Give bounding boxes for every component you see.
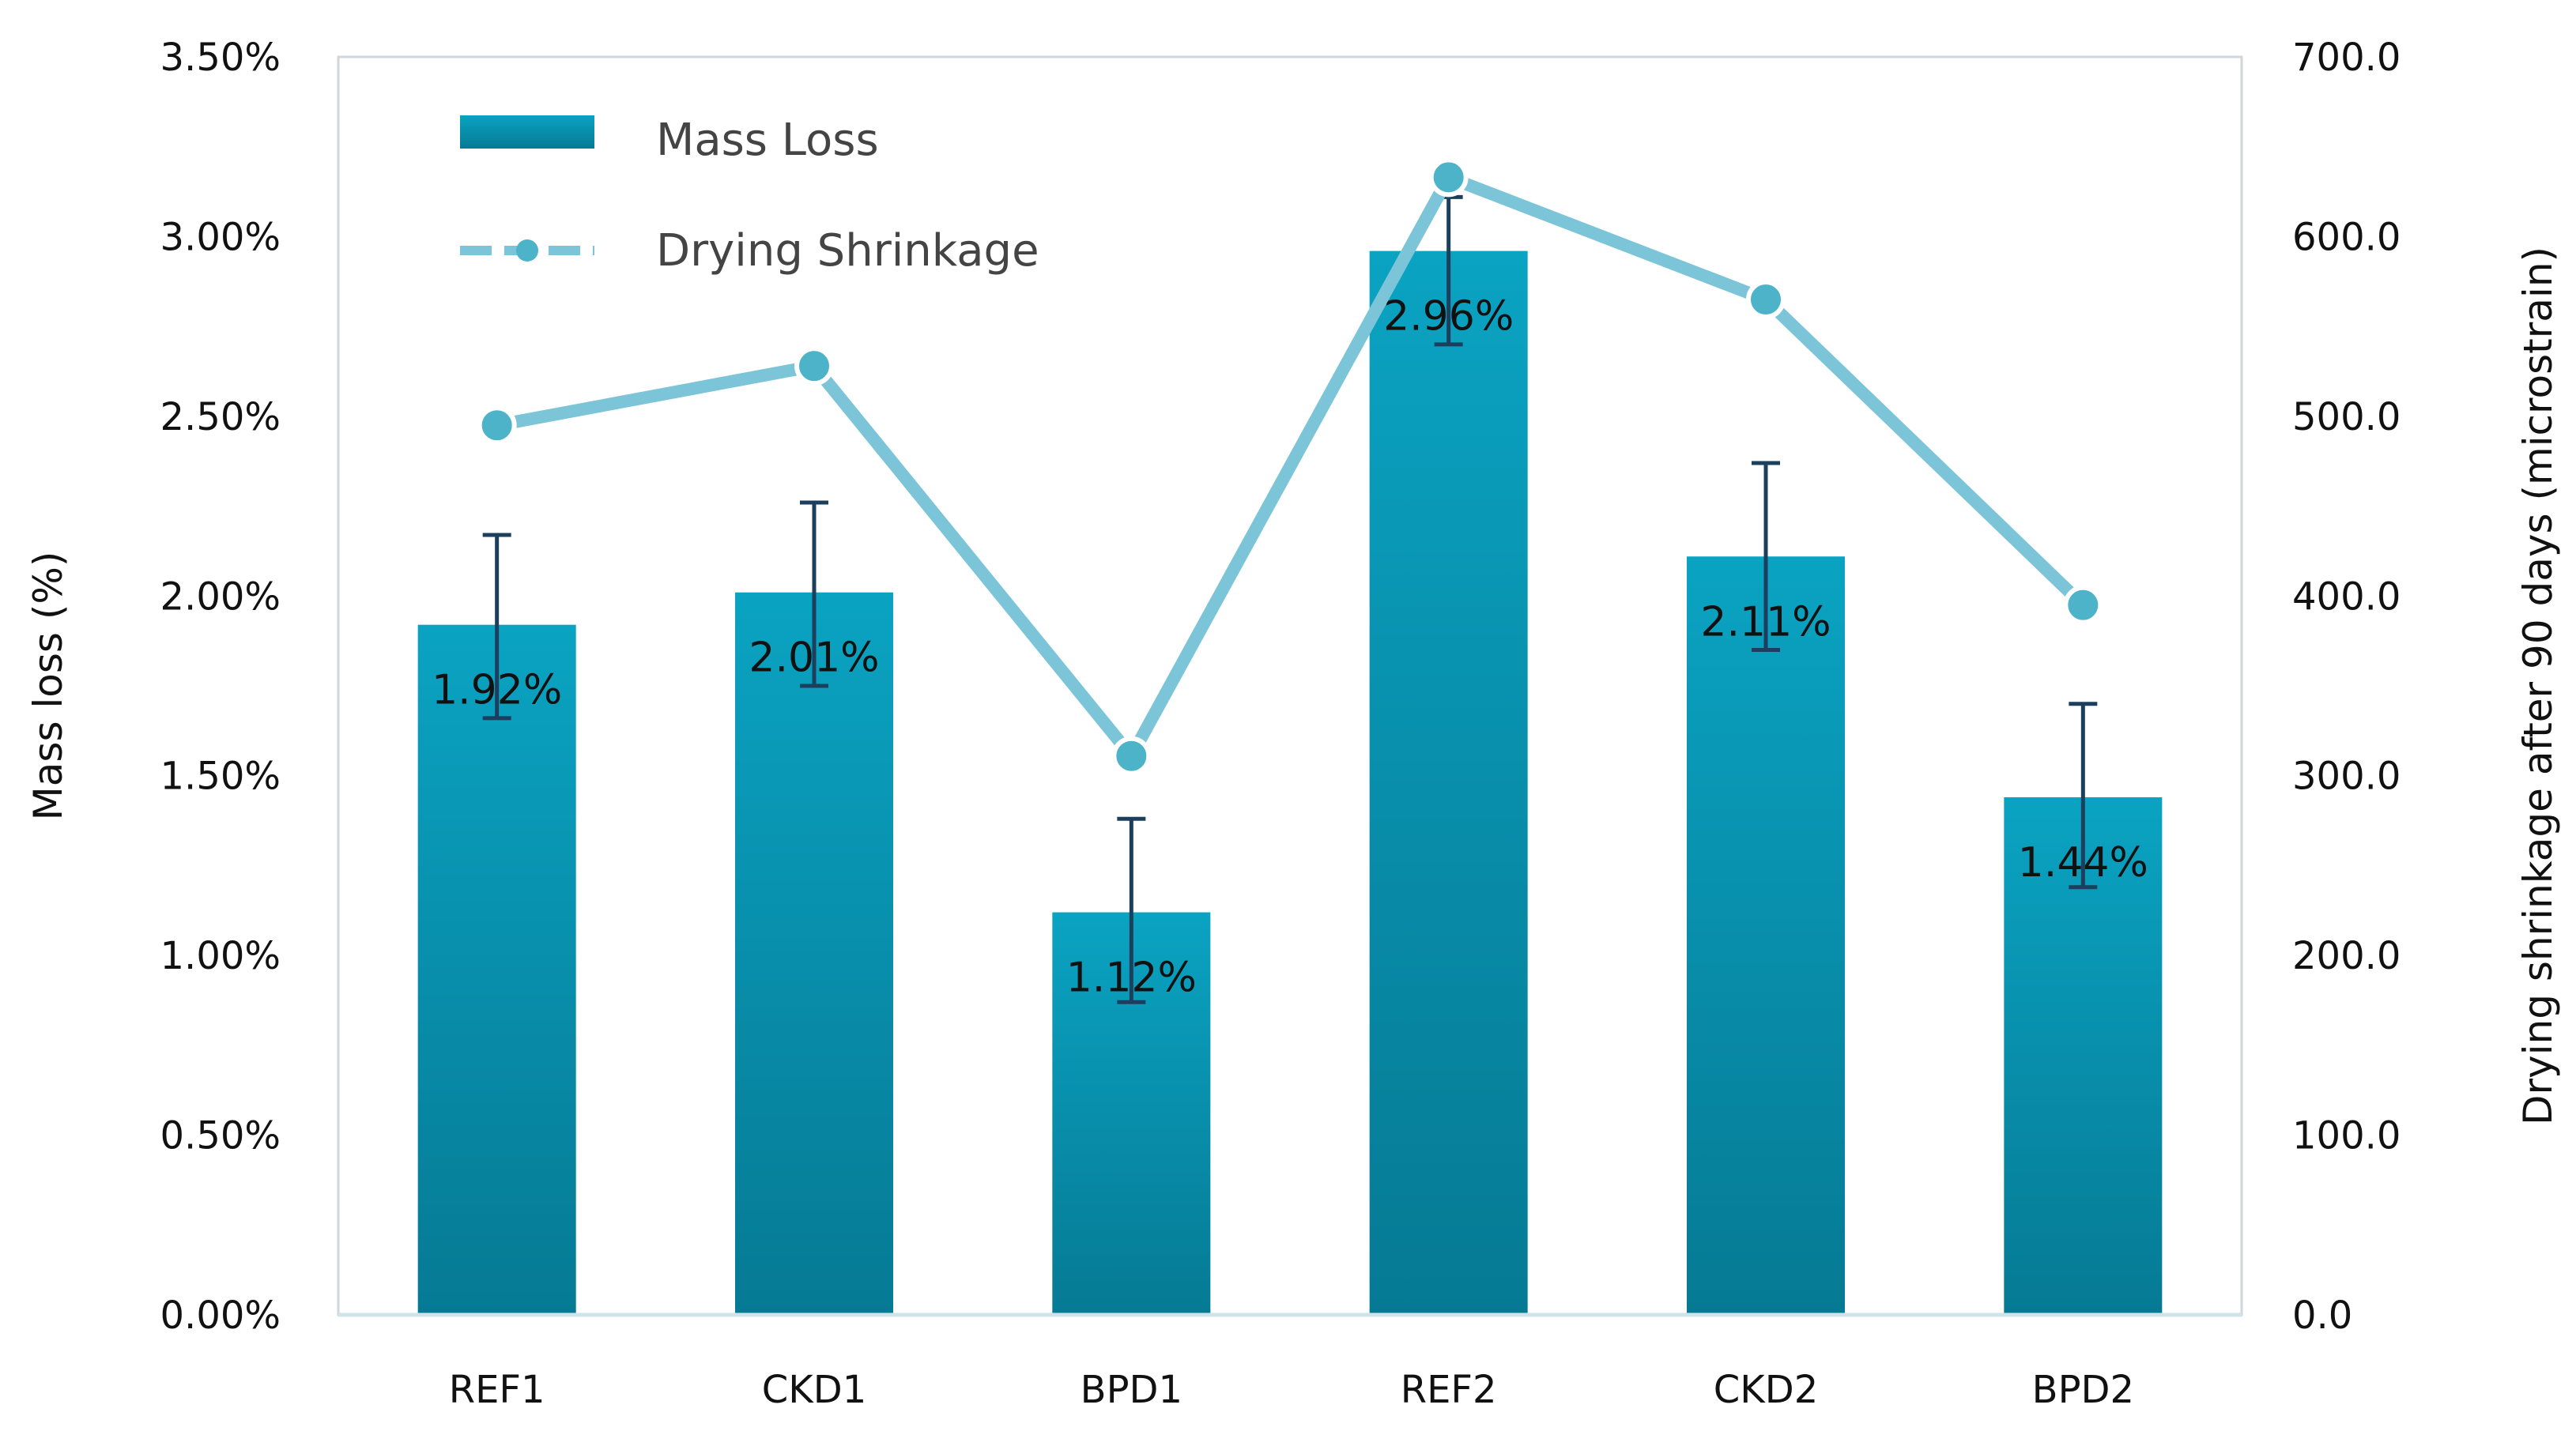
bar-series (417, 250, 2163, 1316)
bar-data-label-ckd1: 2.01% (749, 635, 879, 682)
y-left-tick-label: 3.00% (160, 215, 281, 259)
drying-shrinkage-line (490, 171, 2090, 763)
y-right-tick-label: 700.0 (2292, 36, 2401, 80)
y-right-tick-label: 0.0 (2292, 1294, 2352, 1338)
y-left-tick-label: 0.50% (160, 1114, 281, 1158)
bar-data-label-ref1: 1.92% (432, 667, 562, 714)
bar-data-label-ref2: 2.96% (1383, 293, 1514, 341)
drying-shrinkage-point-bpd1 (1111, 736, 1152, 776)
x-tick-label-bpd2: BPD2 (2032, 1368, 2134, 1412)
x-tick-label-bpd1: BPD1 (1081, 1368, 1182, 1412)
bar-data-label-bpd2: 1.44% (2018, 839, 2148, 887)
legend-swatch-mass-loss (460, 115, 594, 149)
bar-data-labels: 1.92% 2.01% 1.12% 2.96% 2.11% 1.44% (432, 293, 2148, 1002)
bar-ckd2 (1687, 556, 1845, 1315)
y-axis-right: 0.0 100.0 200.0 300.0 400.0 500.0 600.0 700.0 (2292, 36, 2401, 1338)
y-right-tick-label: 400.0 (2292, 574, 2401, 619)
y-right-tick-label: 300.0 (2292, 755, 2401, 799)
x-tick-label-ref1: REF1 (449, 1368, 545, 1412)
drying-shrinkage-point-ref1 (477, 405, 517, 446)
x-tick-label-ckd1: CKD1 (762, 1368, 867, 1412)
y-left-tick-label: 0.00% (160, 1294, 281, 1338)
bar-data-label-ckd2: 2.11% (1700, 598, 1831, 646)
y-axis-left: 0.00% 0.50% 1.00% 1.50% 2.00% 2.50% 3.00% 3.50% (160, 36, 281, 1338)
y-axis-left-title: Mass loss (%) (25, 552, 71, 821)
line-series (477, 157, 2103, 776)
y-left-tick-label: 1.50% (160, 755, 281, 799)
y-left-tick-label: 2.00% (160, 574, 281, 619)
legend-marker-drying-shrinkage (516, 239, 538, 262)
x-tick-label-ref2: REF2 (1401, 1368, 1497, 1412)
y-right-tick-label: 200.0 (2292, 934, 2401, 978)
bar-ckd1 (735, 592, 893, 1315)
drying-shrinkage-point-ckd1 (794, 346, 834, 386)
error-bar-series (482, 194, 2098, 1004)
x-axis: REF1 CKD1 BPD1 REF2 CKD2 BPD2 (449, 1368, 2134, 1412)
y-left-tick-label: 1.00% (160, 934, 281, 978)
drying-shrinkage-point-bpd2 (2063, 585, 2103, 625)
y-left-tick-label: 3.50% (160, 36, 281, 80)
legend: Mass Loss Drying Shrinkage (460, 115, 1039, 277)
y-right-tick-label: 600.0 (2292, 215, 2401, 259)
legend-label-mass-loss: Mass Loss (656, 115, 879, 166)
drying-shrinkage-point-ckd2 (1746, 280, 1786, 320)
y-axis-right-title: Drying shrinkage after 90 days (microstr… (2515, 247, 2561, 1125)
y-right-tick-label: 100.0 (2292, 1114, 2401, 1158)
y-right-tick-label: 500.0 (2292, 395, 2401, 439)
bar-data-label-bpd1: 1.12% (1066, 955, 1197, 1002)
legend-label-drying-shrinkage: Drying Shrinkage (656, 225, 1039, 277)
bar-ref2 (1369, 250, 1528, 1316)
plot-area (337, 55, 2243, 1316)
x-tick-label-ckd2: CKD2 (1714, 1368, 1819, 1412)
y-left-tick-label: 2.50% (160, 395, 281, 439)
drying-shrinkage-point-ref2 (1428, 157, 1469, 198)
bar-ref1 (417, 624, 576, 1315)
